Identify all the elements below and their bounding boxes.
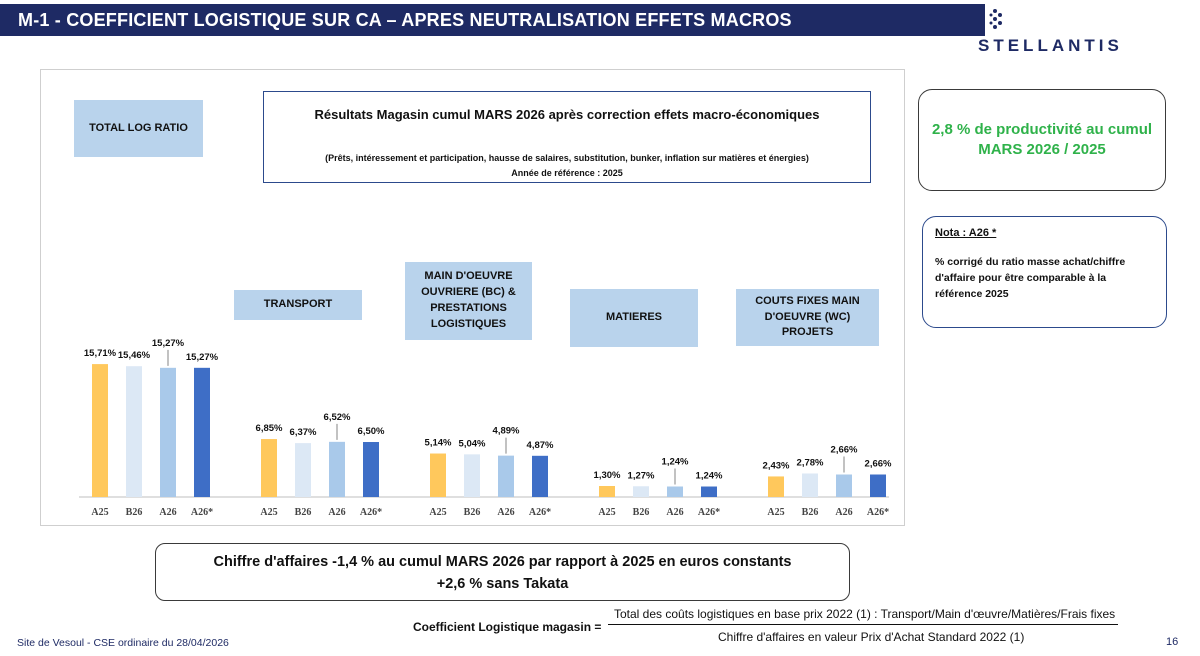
bar-2-a25 <box>430 453 446 497</box>
category-tick-label: A26 <box>835 507 852 518</box>
category-label-couts-fixes: COUTS FIXES MAIN D'OEUVRE (WC) PROJETS <box>736 289 879 346</box>
results-reference-year: Année de référence : 2025 <box>511 168 623 178</box>
value-label: 4,87% <box>527 440 554 451</box>
bar-chart: 15,71% A25 15,46% B26 15,27% A26 15,27% A26* 6,8… <box>79 338 892 518</box>
value-label: 5,04% <box>459 438 486 449</box>
bar-1-a25 <box>261 439 277 497</box>
stellantis-logo: STELLANTIS <box>978 36 1123 55</box>
value-label: 2,78% <box>797 457 824 468</box>
category-tick-label: A25 <box>767 507 784 518</box>
stellantis-logo-dots-icon <box>989 9 1002 29</box>
formula-label: Coefficient Logistique magasin = <box>413 620 602 634</box>
page-number: 16 <box>1166 636 1179 648</box>
revenue-box: Chiffre d'affaires -1,4 % au cumul MARS … <box>155 543 850 601</box>
category-label-total-log-ratio: TOTAL LOG RATIO <box>74 100 203 157</box>
bar-0-a25 <box>92 364 108 497</box>
value-label: 6,37% <box>290 427 317 438</box>
formula-denominator: Chiffre d'affaires en valeur Prix d'Acha… <box>718 630 1025 644</box>
bar-2-b26 <box>464 454 480 497</box>
results-subtitle: (Prêts, intéressement et participation, … <box>325 153 809 163</box>
productivity-text: 2,8 % de productivité au cumul MARS 2026… <box>931 120 1153 158</box>
value-label: 6,50% <box>358 426 385 437</box>
nota-body: % corrigé du ratio masse achat/chiffre d… <box>935 256 1126 300</box>
bar-4-b26 <box>802 473 818 497</box>
bar-0-a26-star <box>194 367 210 497</box>
category-tick-label: B26 <box>295 507 312 518</box>
bar-0-b26 <box>126 366 142 497</box>
productivity-box: 2,8 % de productivité au cumul MARS 2026… <box>918 89 1166 191</box>
value-label: 1,24% <box>696 471 723 482</box>
bar-4-a26-star <box>870 474 886 497</box>
category-tick-label: A26* <box>867 507 889 518</box>
nota-title: Nota : A26 * <box>935 227 997 239</box>
bar-2-a26 <box>498 455 514 497</box>
category-label-transport: TRANSPORT <box>234 290 362 320</box>
bar-1-b26 <box>295 443 311 497</box>
bar-3-a25 <box>599 486 615 497</box>
value-label: 5,14% <box>425 438 452 449</box>
category-tick-label: A26 <box>328 507 345 518</box>
value-label: 1,30% <box>594 470 621 481</box>
value-label: 15,71% <box>84 348 117 359</box>
category-tick-label: A25 <box>91 507 108 518</box>
value-label: 1,24% <box>662 457 689 468</box>
value-label: 2,66% <box>865 458 892 469</box>
results-title: Résultats Magasin cumul MARS 2026 après … <box>314 107 820 122</box>
category-tick-label: B26 <box>126 507 143 518</box>
footer-site: Site de Vesoul - CSE ordinaire du 28/04/… <box>17 637 229 649</box>
category-tick-label: B26 <box>633 507 650 518</box>
category-tick-label: A25 <box>598 507 615 518</box>
bar-1-a26 <box>329 441 345 497</box>
nota-box: Nota : A26 * % corrigé du ratio masse ac… <box>922 216 1167 328</box>
value-label: 2,43% <box>763 460 790 471</box>
title-bar: M-1 - COEFFICIENT LOGISTIQUE SUR CA – AP… <box>0 4 985 36</box>
category-label-main-oeuvre: MAIN D'OEUVRE OUVRIERE (BC) & PRESTATION… <box>405 262 532 340</box>
revenue-line-2: +2,6 % sans Takata <box>436 576 569 593</box>
category-tick-label: A26 <box>666 507 683 518</box>
bar-4-a26 <box>836 474 852 497</box>
category-label-matieres: MATIERES <box>570 289 698 347</box>
page-title: M-1 - COEFFICIENT LOGISTIQUE SUR CA – AP… <box>18 10 792 30</box>
category-tick-label: A25 <box>260 507 277 518</box>
chart-panel: 15,71% A25 15,46% B26 15,27% A26 15,27% A26* 6,8… <box>40 69 905 526</box>
bar-0-a26 <box>160 367 176 497</box>
value-label: 15,46% <box>118 350 151 361</box>
formula-fraction-line <box>608 624 1118 625</box>
category-tick-label: A26* <box>360 507 382 518</box>
category-tick-label: A26* <box>191 507 213 518</box>
value-label: 6,85% <box>256 423 283 434</box>
category-tick-label: A26* <box>698 507 720 518</box>
category-tick-label: A26 <box>497 507 514 518</box>
value-label: 15,27% <box>152 338 185 349</box>
bar-3-b26 <box>633 486 649 497</box>
bar-3-a26 <box>667 486 683 497</box>
bar-2-a26-star <box>532 455 548 497</box>
category-tick-label: B26 <box>464 507 481 518</box>
bar-3-a26-star <box>701 486 717 497</box>
results-box: Résultats Magasin cumul MARS 2026 après … <box>263 91 871 183</box>
revenue-line-1: Chiffre d'affaires -1,4 % au cumul MARS … <box>213 554 792 570</box>
category-tick-label: A25 <box>429 507 446 518</box>
value-label: 1,27% <box>628 470 655 481</box>
value-label: 2,66% <box>831 444 858 455</box>
bar-1-a26-star <box>363 442 379 497</box>
value-label: 6,52% <box>324 412 351 423</box>
formula-numerator: Total des coûts logistiques en base prix… <box>614 607 1116 621</box>
category-tick-label: A26* <box>529 507 551 518</box>
bar-4-a25 <box>768 476 784 497</box>
category-tick-label: A26 <box>159 507 176 518</box>
value-label: 4,89% <box>493 426 520 437</box>
value-label: 15,27% <box>186 352 219 363</box>
category-tick-label: B26 <box>802 507 819 518</box>
